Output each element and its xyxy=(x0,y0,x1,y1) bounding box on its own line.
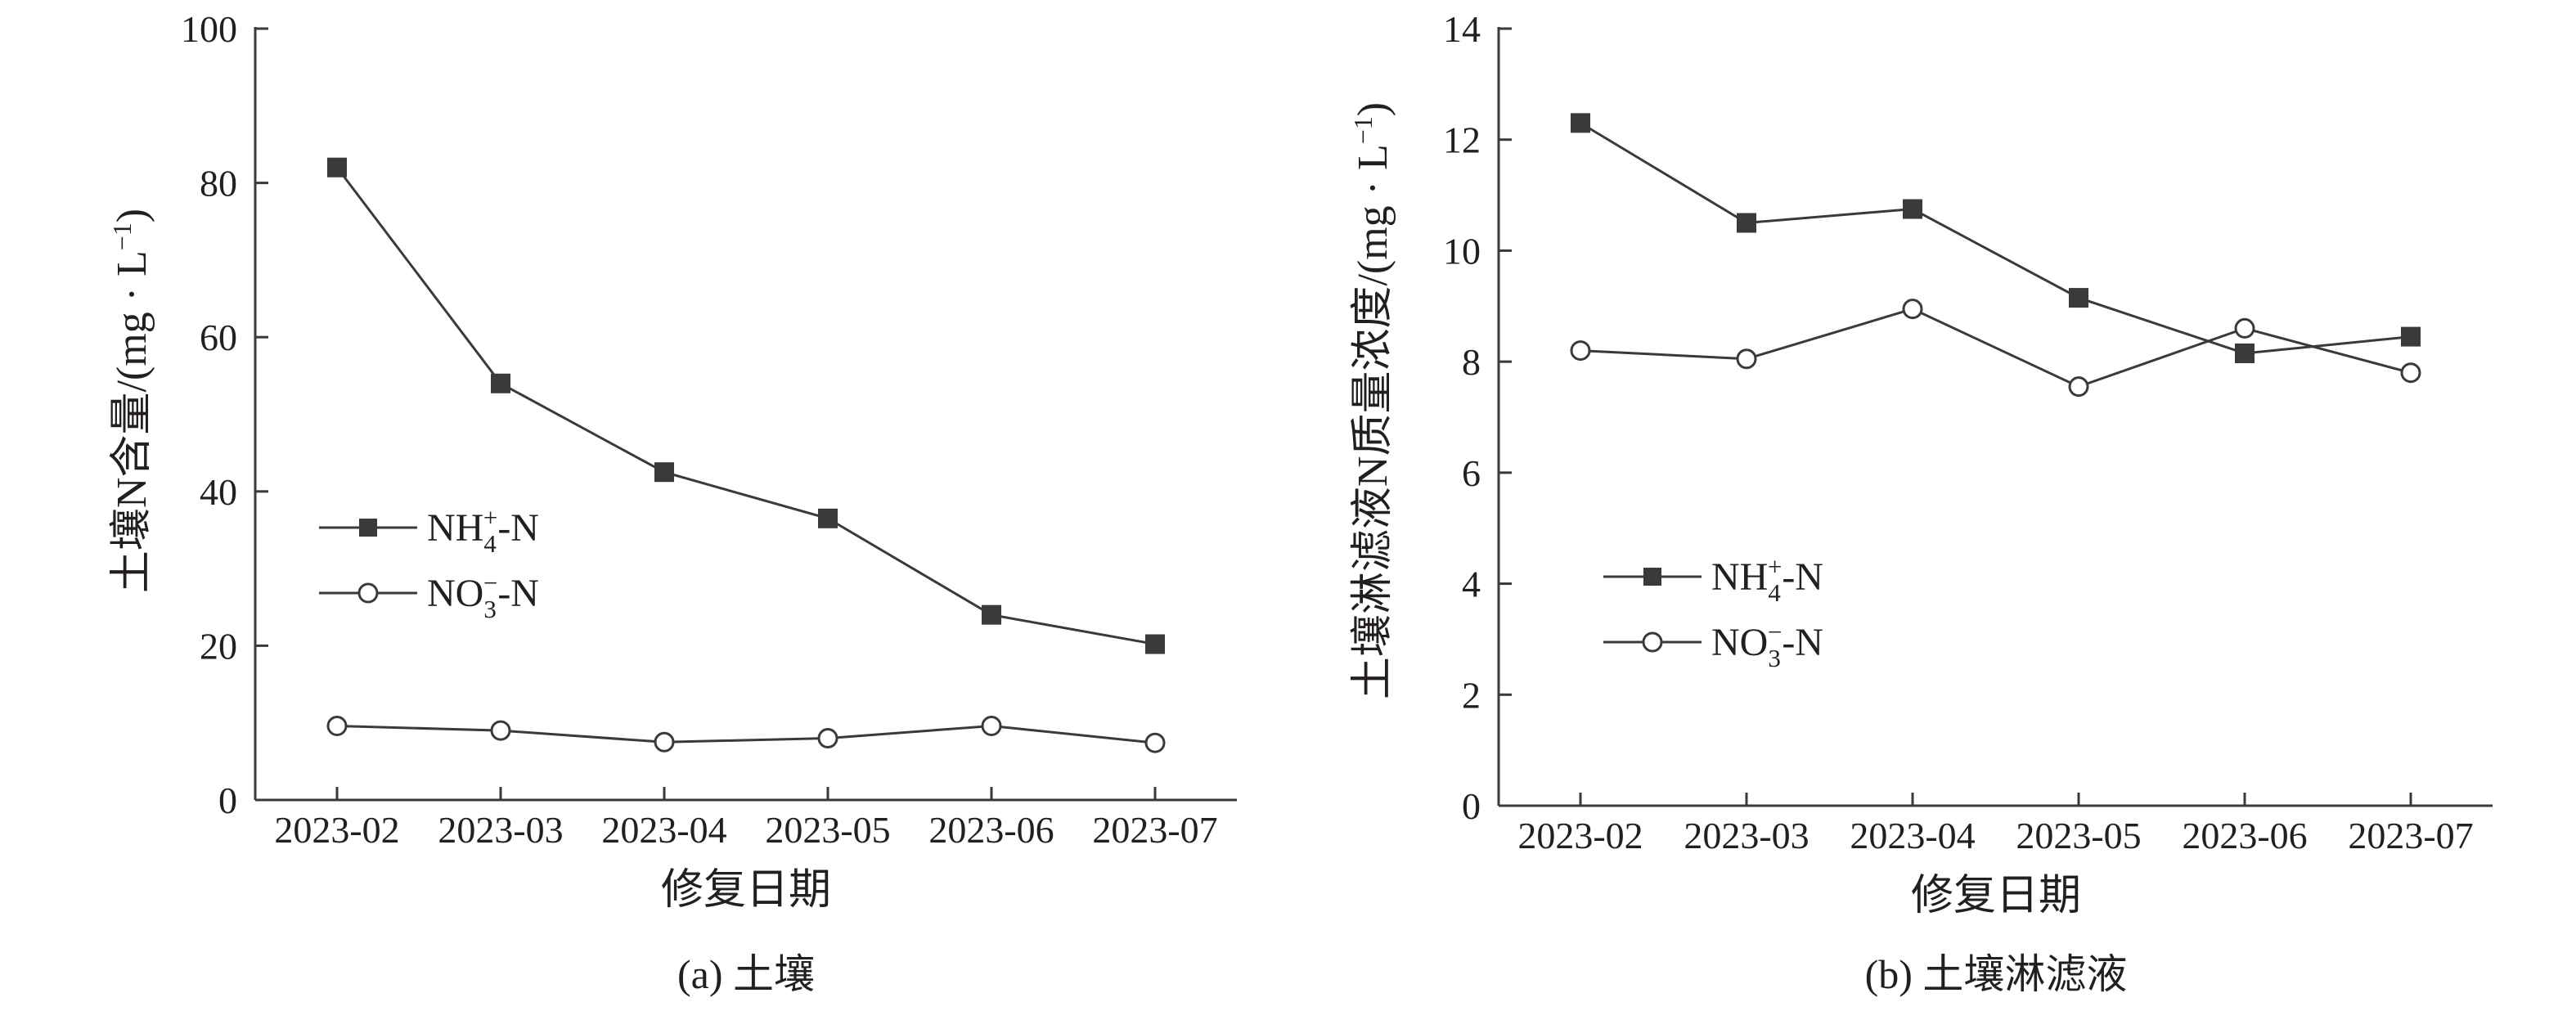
y-tick-label: 14 xyxy=(1443,8,1481,50)
y-tick-label: 10 xyxy=(1443,230,1481,272)
x-tick-label: 2023-05 xyxy=(2016,815,2141,856)
panel-a-yticks: 0 20 40 60 80 100 xyxy=(181,8,268,821)
nh4-point xyxy=(2235,343,2255,363)
nh4-point xyxy=(1571,113,1590,133)
nh4-point xyxy=(818,508,838,528)
y-tick-label: 12 xyxy=(1443,119,1481,161)
panel-b-xticks: 2023-02 2023-03 2023-04 2023-05 2023-06 2023-… xyxy=(1517,793,2474,856)
y-tick-label: 60 xyxy=(200,317,237,358)
panel-b-ylabel-main: 土壤淋滤液N质量浓度/(mg · L xyxy=(1350,144,1396,699)
nh4-point xyxy=(2069,288,2088,308)
panel-b-caption: (b) 土壤淋滤液 xyxy=(1865,951,2128,997)
legend-marker-nh4 xyxy=(1643,568,1661,586)
panel-a-ylabel-sup: −1 xyxy=(107,222,137,250)
panel-a-xticks: 2023-02 2023-03 2023-04 2023-05 2023-06 2023-… xyxy=(274,787,1218,851)
x-tick-label: 2023-03 xyxy=(1684,815,1809,856)
no3-point xyxy=(490,720,511,741)
no3-point xyxy=(1144,732,1166,753)
panel-b-yticks: 0 2 4 6 8 10 12 14 xyxy=(1443,8,1512,827)
y-tick-label: 100 xyxy=(181,8,237,50)
y-tick-label: 20 xyxy=(200,625,237,667)
x-tick-label: 2023-02 xyxy=(274,809,399,851)
nh4-point xyxy=(1145,634,1165,654)
no3-point xyxy=(1570,340,1591,362)
x-tick-label: 2023-02 xyxy=(1517,815,1643,856)
legend-label-no3: NO3−-N xyxy=(1711,618,1823,672)
y-tick-label: 0 xyxy=(218,780,237,821)
x-tick-label: 2023-04 xyxy=(601,809,726,851)
no3-point xyxy=(817,728,838,749)
nh4-point xyxy=(1737,213,1756,233)
y-tick-label: 8 xyxy=(1462,341,1481,383)
panel-a-axes xyxy=(254,27,1237,802)
no3-point xyxy=(2400,362,2421,384)
series-line-nh4 xyxy=(1580,122,2412,355)
panel-a-ylabel: 土壤N含量/(mg · L−1) xyxy=(107,209,155,593)
legend-marker-nh4 xyxy=(359,519,377,537)
series-line-no3 xyxy=(336,724,1156,744)
legend-label-nh4: NH4+-N xyxy=(1711,552,1823,607)
y-tick-label: 2 xyxy=(1462,674,1481,716)
nh4-point xyxy=(327,157,347,177)
no3-point xyxy=(2068,376,2089,398)
panel-a-ylabel-close: ) xyxy=(109,209,155,222)
no3-point xyxy=(654,731,675,753)
no3-point xyxy=(1736,348,1757,370)
panel-a-series xyxy=(326,157,1166,753)
nh4-point xyxy=(491,373,510,393)
panel-a-legend: NH4+-N NO3−-N xyxy=(319,503,539,623)
panel-b-ylabel: 土壤淋滤液N质量浓度/(mg · L−1) xyxy=(1348,102,1396,699)
panel-b-ylabel-sup: −1 xyxy=(1348,116,1378,144)
y-tick-label: 40 xyxy=(200,471,237,513)
no3-point xyxy=(326,715,348,736)
legend-label-nh4: NH4+-N xyxy=(427,503,539,558)
series-line-no3 xyxy=(1580,308,2412,389)
legend-label-no3: NO3−-N xyxy=(427,568,539,623)
x-tick-label: 2023-07 xyxy=(1092,809,1217,851)
panel-a-xlabel: 修复日期 xyxy=(661,867,831,914)
panel-a-ylabel-main: 土壤N含量/(mg · L xyxy=(109,250,155,593)
nh4-point xyxy=(1903,199,1922,219)
x-tick-label: 2023-06 xyxy=(2182,815,2307,856)
nh4-point xyxy=(982,604,1001,625)
x-tick-label: 2023-03 xyxy=(438,809,563,851)
panel-a-caption: (a) 土壤 xyxy=(677,951,815,997)
panel-b-series xyxy=(1570,113,2421,398)
series-line-nh4 xyxy=(335,166,1156,645)
nh4-point xyxy=(654,462,674,483)
panel-b-legend: NH4+-N NO3−-N xyxy=(1603,552,1823,672)
y-tick-label: 0 xyxy=(1462,785,1481,827)
legend-marker-no3 xyxy=(357,582,379,604)
no3-point xyxy=(981,715,1002,736)
x-tick-label: 2023-06 xyxy=(928,809,1054,851)
no3-point xyxy=(2234,317,2255,339)
legend-marker-no3 xyxy=(1642,631,1663,653)
panel-b-xlabel: 修复日期 xyxy=(1911,873,2081,919)
x-tick-label: 2023-04 xyxy=(1850,815,1975,856)
y-tick-label: 4 xyxy=(1462,564,1481,605)
panel-b-axes xyxy=(1497,27,2493,807)
panel-b: 0 2 4 6 8 10 12 14 2023-02 2023-03 2023-04 2023-05… xyxy=(1348,8,2493,997)
x-tick-label: 2023-07 xyxy=(2348,815,2473,856)
y-tick-label: 80 xyxy=(200,163,237,204)
x-tick-label: 2023-05 xyxy=(765,809,890,851)
panel-b-ylabel-close: ) xyxy=(1350,102,1396,116)
y-tick-label: 6 xyxy=(1462,452,1481,494)
nh4-point xyxy=(2401,326,2421,347)
no3-point xyxy=(1902,299,1923,320)
